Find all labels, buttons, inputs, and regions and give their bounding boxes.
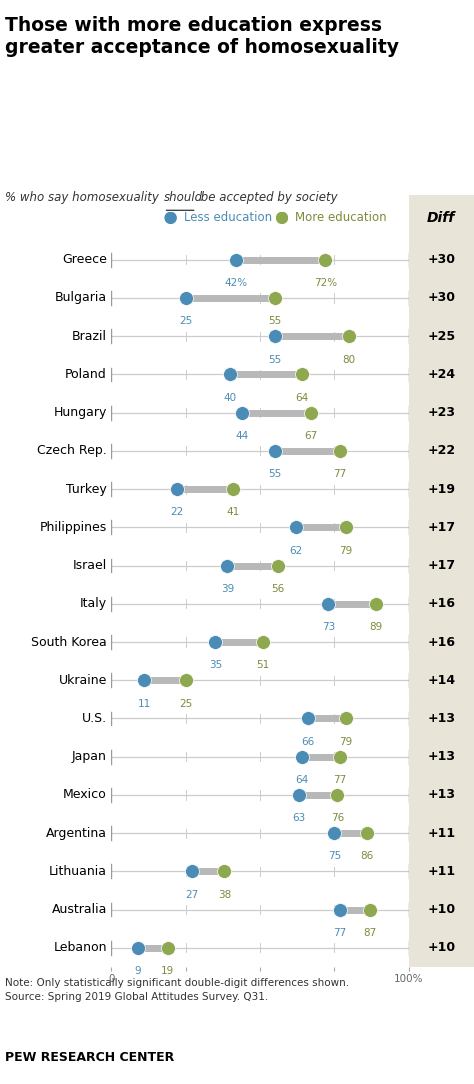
Text: 77: 77 bbox=[334, 469, 347, 479]
Text: +22: +22 bbox=[427, 444, 456, 457]
Text: +23: +23 bbox=[427, 406, 456, 420]
Text: +10: +10 bbox=[427, 903, 456, 916]
Text: 35: 35 bbox=[209, 660, 222, 670]
Text: Japan: Japan bbox=[72, 750, 107, 763]
Text: 87: 87 bbox=[364, 928, 376, 938]
Text: Italy: Italy bbox=[80, 597, 107, 610]
Text: Diff: Diff bbox=[427, 211, 456, 224]
Text: 41: 41 bbox=[227, 507, 240, 517]
Text: +13: +13 bbox=[427, 712, 456, 725]
Circle shape bbox=[276, 212, 288, 223]
Text: 42%: 42% bbox=[225, 279, 248, 288]
Text: 25: 25 bbox=[179, 698, 192, 709]
Text: 19: 19 bbox=[161, 966, 174, 977]
Text: +16: +16 bbox=[427, 635, 456, 648]
Text: Philippines: Philippines bbox=[40, 520, 107, 533]
Text: Israel: Israel bbox=[73, 559, 107, 572]
Text: 76: 76 bbox=[331, 813, 344, 823]
Text: +11: +11 bbox=[427, 827, 456, 840]
Text: 51: 51 bbox=[256, 660, 270, 670]
Text: Poland: Poland bbox=[65, 367, 107, 380]
Text: Less education: Less education bbox=[184, 211, 272, 224]
Text: 64: 64 bbox=[295, 775, 308, 785]
Text: 25: 25 bbox=[179, 317, 192, 326]
Text: 64: 64 bbox=[295, 392, 308, 403]
Text: Australia: Australia bbox=[52, 903, 107, 916]
Text: +25: +25 bbox=[427, 330, 456, 343]
Text: 40: 40 bbox=[224, 392, 237, 403]
Text: Lithuania: Lithuania bbox=[49, 865, 107, 878]
Text: 67: 67 bbox=[304, 431, 317, 441]
Text: U.S.: U.S. bbox=[82, 712, 107, 725]
Text: 55: 55 bbox=[268, 317, 282, 326]
Text: 77: 77 bbox=[334, 775, 347, 785]
Text: +17: +17 bbox=[427, 559, 456, 572]
Text: Ukraine: Ukraine bbox=[59, 674, 107, 687]
Text: PEW RESEARCH CENTER: PEW RESEARCH CENTER bbox=[5, 1051, 174, 1064]
Text: Greece: Greece bbox=[62, 254, 107, 267]
Text: 38: 38 bbox=[218, 890, 231, 900]
Text: Czech Rep.: Czech Rep. bbox=[37, 444, 107, 457]
Text: +30: +30 bbox=[427, 254, 456, 267]
Text: 63: 63 bbox=[292, 813, 305, 823]
Text: 56: 56 bbox=[271, 584, 284, 594]
Text: +19: +19 bbox=[427, 482, 456, 495]
Text: 72%: 72% bbox=[314, 279, 337, 288]
Text: Turkey: Turkey bbox=[66, 482, 107, 495]
Text: 79: 79 bbox=[339, 545, 353, 556]
Text: +16: +16 bbox=[427, 597, 456, 610]
Text: 75: 75 bbox=[328, 852, 341, 862]
Circle shape bbox=[165, 212, 176, 223]
Text: Note: Only statistically significant double-digit differences shown.
Source: Spr: Note: Only statistically significant dou… bbox=[5, 978, 349, 1002]
Text: +30: +30 bbox=[427, 292, 456, 305]
Text: % who say homosexuality: % who say homosexuality bbox=[5, 191, 163, 204]
Text: Hungary: Hungary bbox=[54, 406, 107, 420]
Text: Lebanon: Lebanon bbox=[54, 941, 107, 954]
Text: be accepted by society: be accepted by society bbox=[197, 191, 337, 204]
Text: +24: +24 bbox=[427, 367, 456, 380]
Text: 39: 39 bbox=[221, 584, 234, 594]
Text: 62: 62 bbox=[289, 545, 302, 556]
Text: +10: +10 bbox=[427, 941, 456, 954]
Text: 80: 80 bbox=[343, 354, 356, 364]
Text: 44: 44 bbox=[236, 431, 249, 441]
Text: South Korea: South Korea bbox=[31, 635, 107, 648]
Text: 73: 73 bbox=[322, 622, 335, 632]
Text: 9: 9 bbox=[135, 966, 141, 977]
Text: +14: +14 bbox=[427, 674, 456, 687]
Text: +17: +17 bbox=[427, 520, 456, 533]
Text: 66: 66 bbox=[301, 737, 314, 747]
Text: More education: More education bbox=[295, 211, 387, 224]
Text: 86: 86 bbox=[360, 852, 374, 862]
Text: 55: 55 bbox=[268, 469, 282, 479]
Text: Brazil: Brazil bbox=[72, 330, 107, 343]
Text: 11: 11 bbox=[137, 698, 151, 709]
Text: should: should bbox=[164, 191, 203, 204]
Text: +11: +11 bbox=[427, 865, 456, 878]
Text: 22: 22 bbox=[170, 507, 183, 517]
Text: 27: 27 bbox=[185, 890, 198, 900]
Text: Mexico: Mexico bbox=[63, 788, 107, 801]
Text: +13: +13 bbox=[427, 750, 456, 763]
Text: Argentina: Argentina bbox=[46, 827, 107, 840]
Text: 55: 55 bbox=[268, 354, 282, 364]
Text: 89: 89 bbox=[369, 622, 383, 632]
Text: Those with more education express
greater acceptance of homosexuality: Those with more education express greate… bbox=[5, 16, 399, 57]
Text: Bulgaria: Bulgaria bbox=[55, 292, 107, 305]
Text: 77: 77 bbox=[334, 928, 347, 938]
Text: 79: 79 bbox=[339, 737, 353, 747]
Text: +13: +13 bbox=[427, 788, 456, 801]
